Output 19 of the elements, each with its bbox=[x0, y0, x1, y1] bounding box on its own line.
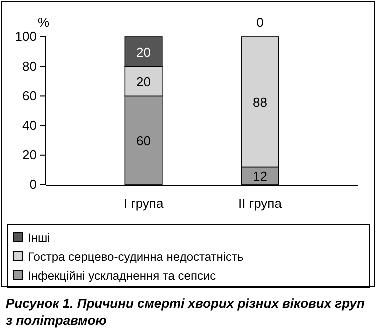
legend-label: Інші bbox=[28, 231, 50, 245]
y-tick-label: 60 bbox=[22, 88, 37, 104]
data-label: 20 bbox=[136, 74, 152, 90]
data-label: 20 bbox=[136, 44, 152, 60]
y-tick-label: 100 bbox=[15, 29, 37, 44]
data-label: 12 bbox=[252, 169, 268, 184]
x-tick-label: II група bbox=[238, 196, 283, 212]
y-tick-label: 0 bbox=[30, 177, 37, 192]
data-label: 60 bbox=[136, 134, 152, 149]
data-label: 0 bbox=[256, 15, 264, 30]
x-tick-label: I група bbox=[124, 196, 164, 212]
y-tick-label: 80 bbox=[22, 58, 37, 74]
y-axis-title: % bbox=[38, 15, 50, 30]
data-label: 88 bbox=[252, 95, 268, 110]
text: Рисунок 1. Причини смерті хворих різних вікових груп з політравмою bbox=[6, 296, 365, 328]
y-tick-label: 40 bbox=[22, 118, 37, 133]
legend-label: Гостра серцево-судинна недостатність bbox=[28, 250, 244, 264]
legend-label: Інфекційні ускладнення та сепсис bbox=[28, 269, 216, 283]
y-tick-label: 20 bbox=[22, 148, 37, 163]
